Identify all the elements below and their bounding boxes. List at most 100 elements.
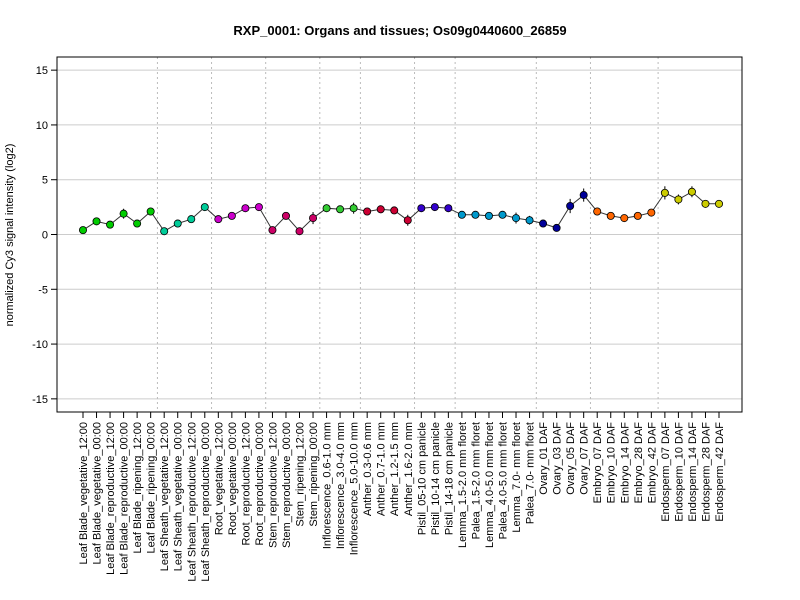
- x-tick-label: Embryo_42 DAF: [646, 422, 658, 504]
- y-tick-label: 10: [36, 120, 48, 132]
- x-tick-label: Leaf Sheath_vegetative_12:00: [159, 422, 171, 571]
- x-tick-label: Ovary_05 DAF: [565, 422, 577, 495]
- data-point: [417, 204, 426, 213]
- data-point: [444, 204, 453, 213]
- data-point: [471, 210, 480, 219]
- chart-title: RXP_0001: Organs and tissues; Os09g04406…: [233, 23, 566, 38]
- data-point: [552, 223, 561, 232]
- group-separators: [156, 57, 659, 412]
- x-tick-label: Leaf Blade_vegetative_12:00: [78, 422, 90, 565]
- data-point: [322, 204, 331, 213]
- data-point: [633, 211, 642, 220]
- data-point: [160, 227, 169, 236]
- x-tick-label: Leaf Blade_ripening_00:00: [146, 422, 158, 554]
- x-tick-label: Stem_reproductive_00:00: [281, 422, 293, 548]
- data-points: [79, 187, 724, 236]
- x-tick-label: Embryo_14 DAF: [619, 422, 631, 504]
- x-tick-label: Lemma_7.0- mm floret: [511, 422, 523, 533]
- data-point: [214, 215, 223, 224]
- x-tick-label: Inflorescence_0.6-1.0 mm: [322, 422, 334, 549]
- x-tick-label: Endosperm_28 DAF: [701, 422, 713, 522]
- data-point: [647, 208, 656, 217]
- x-tick-label: Root_vegetative_00:00: [227, 422, 239, 535]
- x-tick-label: Anther_1.2-1.5 mm: [389, 422, 401, 516]
- x-tick-label: Root_reproductive_12:00: [240, 422, 252, 546]
- data-point: [525, 216, 534, 225]
- y-tick-label: -15: [32, 394, 48, 406]
- x-tick-label: Ovary_07 DAF: [579, 422, 591, 495]
- x-tick-label: Root_reproductive_00:00: [254, 422, 266, 546]
- x-tick-label: Leaf Blade_reproductive_12:00: [105, 422, 117, 575]
- y-axis-label: normalized Cy3 signal intensity (log2): [4, 144, 16, 327]
- x-axis: Leaf Blade_vegetative_12:00 Leaf Blade_ve…: [78, 411, 726, 582]
- data-point: [606, 211, 615, 220]
- x-tick-label: Anther_1.6-2.0 mm: [403, 422, 415, 516]
- data-point: [376, 205, 385, 214]
- x-tick-label: Leaf Sheath_reproductive_00:00: [200, 422, 212, 582]
- data-point: [620, 214, 629, 223]
- data-point: [457, 210, 466, 219]
- data-point: [593, 207, 602, 216]
- data-point: [309, 214, 318, 223]
- x-tick-label: Pistil_10-14 cm panicle: [430, 422, 442, 535]
- data-point: [539, 219, 548, 228]
- data-point: [227, 211, 236, 220]
- x-tick-label: Endosperm_10 DAF: [673, 422, 685, 522]
- x-tick-label: Endosperm_07 DAF: [660, 422, 672, 522]
- data-point: [187, 215, 196, 224]
- x-tick-label: Anther_0.7-1.0 mm: [376, 422, 388, 516]
- data-point: [701, 199, 710, 208]
- y-tick-label: -5: [38, 284, 48, 296]
- x-tick-label: Leaf Blade_reproductive_00:00: [119, 422, 131, 575]
- x-tick-label: Inflorescence_3.0-4.0 mm: [335, 422, 347, 549]
- data-point: [106, 220, 115, 229]
- data-point: [363, 207, 372, 216]
- data-point: [92, 217, 101, 226]
- x-tick-label: Stem_reproductive_12:00: [267, 422, 279, 548]
- data-point: [281, 211, 290, 220]
- data-point: [173, 219, 182, 228]
- y-tick-label: 5: [42, 175, 48, 187]
- data-point: [674, 195, 683, 204]
- x-tick-label: Ovary_01 DAF: [538, 422, 550, 495]
- data-point: [336, 205, 345, 214]
- y-tick-label: 15: [36, 65, 48, 77]
- x-tick-label: Ovary_03 DAF: [552, 422, 564, 495]
- data-point: [512, 214, 521, 223]
- x-tick-label: Palea_1.5-2.0 mm floret: [470, 422, 482, 539]
- x-tick-label: Palea_4.0-5.0 mm floret: [498, 422, 510, 539]
- data-point: [79, 226, 88, 235]
- data-point: [119, 209, 128, 218]
- data-point: [133, 219, 142, 228]
- x-tick-label: Embryo_10 DAF: [606, 422, 618, 504]
- y-tick-label: 0: [42, 230, 48, 242]
- data-point: [715, 199, 724, 208]
- x-tick-label: Leaf Blade_ripening_12:00: [132, 422, 144, 554]
- data-point: [403, 216, 412, 225]
- y-tick-label: -10: [32, 339, 48, 351]
- data-point: [295, 227, 304, 236]
- data-point: [579, 191, 588, 200]
- x-tick-label: Leaf Sheath_reproductive_12:00: [186, 422, 198, 582]
- x-tick-label: Anther_0.3-0.6 mm: [362, 422, 374, 516]
- x-tick-label: Stem_ripening_00:00: [308, 422, 320, 527]
- data-point: [268, 226, 277, 235]
- x-tick-label: Root_vegetative_12:00: [213, 422, 225, 535]
- data-point: [349, 204, 358, 213]
- data-point: [254, 203, 263, 212]
- data-point: [660, 188, 669, 197]
- data-point: [390, 206, 399, 215]
- x-tick-label: Stem_ripening_12:00: [295, 422, 307, 527]
- x-tick-label: Embryo_07 DAF: [592, 422, 604, 504]
- grid: [57, 69, 742, 400]
- x-tick-label: Leaf Blade_vegetative_00:00: [92, 422, 104, 565]
- x-tick-label: Embryo_28 DAF: [633, 422, 645, 504]
- data-point: [484, 211, 493, 220]
- x-tick-label: Pistil_05-10 cm panicle: [416, 422, 428, 535]
- data-point: [200, 203, 209, 212]
- x-tick-label: Lemma_1.5-2.0 mm floret: [457, 422, 469, 548]
- plot-frame: [56, 56, 743, 413]
- data-point: [687, 187, 696, 196]
